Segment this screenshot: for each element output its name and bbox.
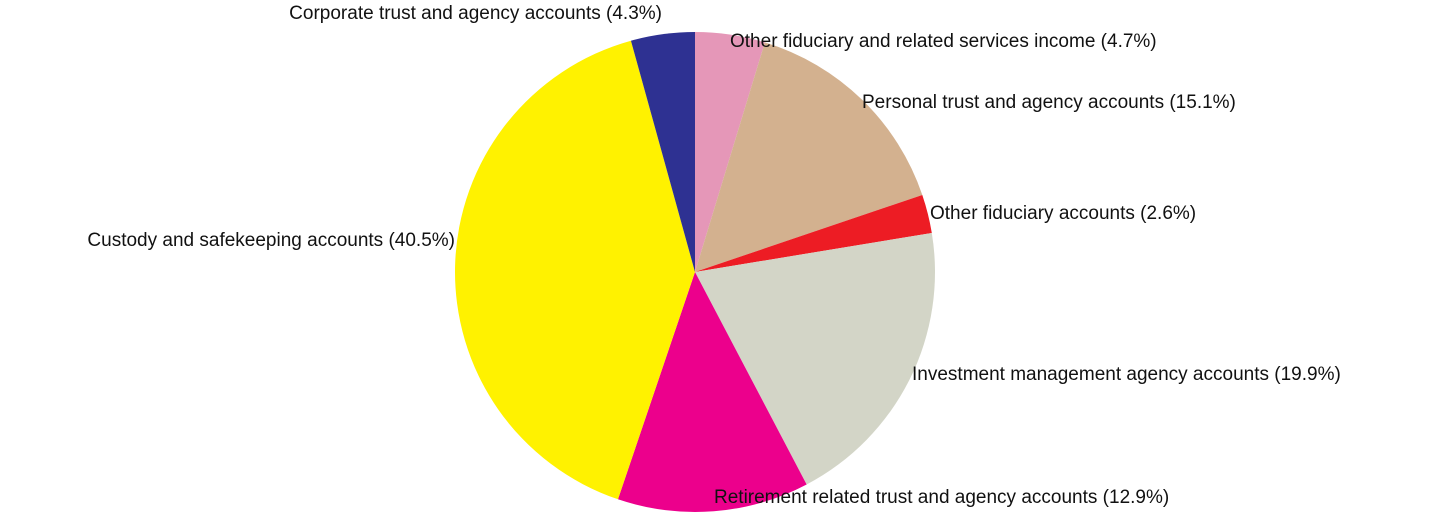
pie-slice [695,32,765,272]
slice-label: Investment management agency accounts (1… [912,364,1341,385]
category-name: Corporate trust and agency accounts [289,3,601,24]
category-name: Other fiduciary and related services inc… [730,31,1095,52]
value-label: (19.9%) [1274,364,1341,385]
slice-label: Retirement related trust and agency acco… [714,487,1169,508]
value-label: (12.9%) [1103,487,1170,508]
pie-slice [695,42,923,273]
slice-label: Other fiduciary and related services inc… [730,31,1157,52]
category-name: Other fiduciary accounts [930,203,1135,224]
value-label: (40.5%) [388,230,455,251]
category-name: Personal trust and agency accounts [862,92,1164,113]
pie-slice [695,194,932,272]
value-label: (15.1%) [1169,92,1236,113]
slice-label: Other fiduciary accounts (2.6%) [930,203,1196,224]
value-label: (4.7%) [1101,31,1157,52]
slice-label: Corporate trust and agency accounts (4.3… [289,3,662,24]
slice-label: Custody and safekeeping accounts (40.5%) [87,230,455,251]
pie-slice [630,32,695,272]
category-name: Custody and safekeeping accounts [87,230,383,251]
category-name: Investment management agency accounts [912,364,1269,385]
slice-label: Personal trust and agency accounts (15.1… [862,92,1236,113]
pie-slice [617,272,807,512]
pie-slice [454,40,695,500]
pie-slice [695,232,935,485]
category-name: Retirement related trust and agency acco… [714,487,1097,508]
value-label: (2.6%) [1140,203,1196,224]
value-label: (4.3%) [606,3,662,24]
